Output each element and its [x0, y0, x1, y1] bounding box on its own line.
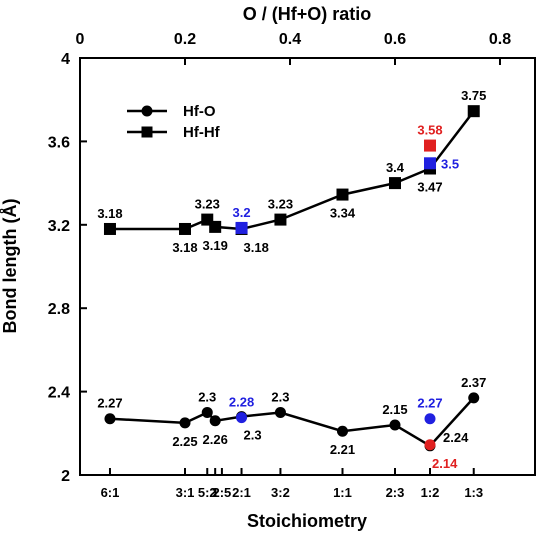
x-tick-label: 1	[212, 485, 219, 500]
data-label-hf-hf: 3.23	[268, 197, 293, 212]
top-tick-label: 0.4	[279, 31, 301, 48]
data-label-hf-hf: 3.23	[195, 197, 220, 212]
highlight-point	[424, 413, 436, 425]
data-point-hf-hf	[209, 220, 222, 233]
data-label-hf-hf: 3.47	[417, 180, 442, 195]
legend: Hf-O Hf-Hf	[127, 103, 221, 141]
plot-frame	[79, 57, 536, 476]
data-label-hf-hf: 3.75	[461, 88, 486, 103]
data-point-hf-o	[104, 413, 116, 425]
data-point-hf-o	[336, 425, 348, 437]
top-tick-label: 0.2	[174, 31, 196, 48]
highlight-point	[236, 412, 248, 424]
x-tick-label: 1:3	[464, 485, 483, 500]
data-point-hf-o	[389, 419, 401, 431]
legend-label-hf-hf: Hf-Hf	[183, 124, 221, 141]
x-tick-label: 3:1	[176, 485, 195, 500]
series-layer	[103, 105, 480, 452]
x-tick-label: 2:5	[213, 485, 232, 500]
highlight-label: 3.5	[441, 156, 459, 171]
y-tick-label: 2	[61, 468, 70, 485]
highlight-point	[235, 221, 248, 234]
y-tick-label: 2.8	[48, 301, 70, 318]
data-label-hf-hf: 3.4	[386, 160, 405, 175]
data-label-hf-o: 2.15	[382, 402, 407, 417]
y-tick-label: 3.6	[48, 134, 70, 151]
data-point-hf-hf	[103, 222, 116, 235]
highlight-label: 2.27	[417, 396, 442, 411]
data-point-hf-hf	[388, 177, 401, 190]
x-tick-label: 5:2	[198, 485, 217, 500]
data-label-hf-o: 2.25	[172, 434, 197, 449]
data-point-hf-o	[179, 417, 191, 429]
data-point-hf-o	[201, 406, 213, 418]
legend-marker-hf-o	[141, 105, 153, 117]
highlight-point	[424, 157, 437, 170]
legend-marker-hf-hf	[141, 126, 153, 138]
highlight-label: 2.14	[432, 456, 458, 471]
y-axis-title: Bond length (Å)	[0, 199, 20, 334]
x-axis-title: Stoichiometry	[247, 511, 367, 531]
highlight-label: 3.58	[417, 123, 442, 138]
y-tick-label: 3.2	[48, 218, 70, 235]
data-label-hf-hf: 3.18	[172, 240, 197, 255]
data-point-hf-hf	[336, 188, 349, 201]
data-label-hf-o: 2.21	[330, 442, 355, 457]
x-tick-label: 6:1	[101, 485, 120, 500]
top-axis-title: O / (Hf+O) ratio	[243, 4, 372, 24]
highlight-point	[424, 439, 436, 451]
data-label-hf-hf: 3.34	[330, 206, 356, 221]
data-label-hf-o: 2.27	[97, 396, 122, 411]
x-tick-label: 3:2	[271, 485, 290, 500]
data-label-hf-hf: 3.18	[244, 240, 269, 255]
data-label-hf-hf: 3.19	[203, 238, 228, 253]
highlight-label: 2.28	[229, 395, 254, 410]
top-tick-label: 0.6	[384, 31, 406, 48]
x-tick-label: 1:1	[333, 485, 352, 500]
series-line-hf-o	[109, 397, 475, 448]
data-label-hf-o: 2.26	[203, 432, 228, 447]
axis-ticks: 2 2.4 2.8 3.2 3.6 40 0.2 0.4 0.6 0.8 6:1 3:1 5:212:5…	[48, 31, 511, 500]
x-tick-label: 2:3	[386, 485, 405, 500]
top-tick-label: 0	[76, 31, 85, 48]
data-point-hf-hf	[467, 105, 480, 118]
data-label-hf-o: 2.37	[461, 375, 486, 390]
y-tick-label: 4	[61, 51, 70, 68]
data-labels: 2.27 2.25 2.3 2.26 2.3 2.3 2.21 2.15 2.24 2.37 3.1…	[97, 88, 486, 471]
data-label-hf-o: 2.24	[443, 430, 469, 445]
data-point-hf-hf	[274, 213, 287, 226]
data-point-hf-hf	[178, 222, 191, 235]
data-point-hf-o	[468, 392, 480, 404]
data-label-hf-o: 2.3	[271, 389, 289, 404]
x-tick-label: 2:1	[232, 485, 251, 500]
top-tick-label: 0.8	[489, 31, 511, 48]
data-label-hf-o: 2.3	[198, 389, 216, 404]
data-point-hf-o	[209, 415, 221, 427]
y-tick-label: 2.4	[48, 385, 70, 402]
data-point-hf-o	[274, 406, 286, 418]
series-line-hf-hf	[110, 110, 475, 231]
highlight-point	[424, 139, 437, 152]
legend-label-hf-o: Hf-O	[183, 103, 216, 120]
highlight-label: 3.2	[232, 205, 250, 220]
data-label-hf-o: 2.3	[244, 428, 262, 443]
data-label-hf-hf: 3.18	[97, 206, 122, 221]
x-tick-label: 1:2	[421, 485, 440, 500]
